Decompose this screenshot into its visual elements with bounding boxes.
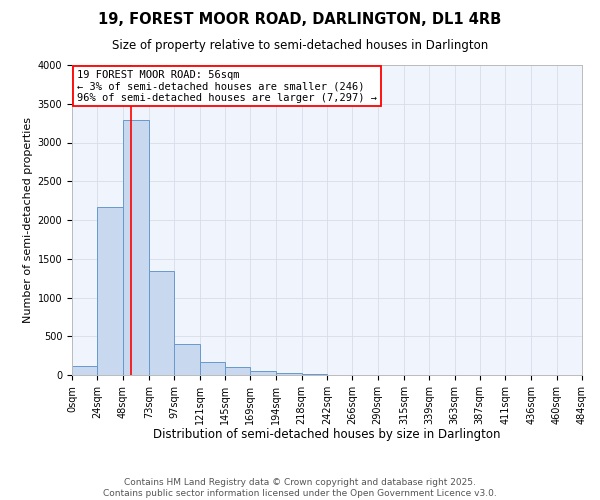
Bar [199,362,225,375]
Bar [97,207,122,375]
Text: 19, FOREST MOOR ROAD, DARLINGTON, DL1 4RB: 19, FOREST MOOR ROAD, DARLINGTON, DL1 4R… [98,12,502,28]
Bar [174,344,199,375]
Title: 19, FOREST MOOR ROAD, DARLINGTON, DL1 4RB
Size of property relative to semi-deta: 19, FOREST MOOR ROAD, DARLINGTON, DL1 4R… [0,499,1,500]
Text: Size of property relative to semi-detached houses in Darlington: Size of property relative to semi-detach… [112,38,488,52]
Y-axis label: Number of semi-detached properties: Number of semi-detached properties [23,117,34,323]
Bar [225,367,250,375]
Bar [250,370,277,375]
Bar [122,120,149,375]
Bar [277,374,302,375]
Text: Contains HM Land Registry data © Crown copyright and database right 2025.
Contai: Contains HM Land Registry data © Crown c… [103,478,497,498]
Bar [72,366,97,375]
Text: 19 FOREST MOOR ROAD: 56sqm
← 3% of semi-detached houses are smaller (246)
96% of: 19 FOREST MOOR ROAD: 56sqm ← 3% of semi-… [77,70,377,103]
X-axis label: Distribution of semi-detached houses by size in Darlington: Distribution of semi-detached houses by … [153,428,501,442]
Bar [302,374,327,375]
Bar [149,271,174,375]
